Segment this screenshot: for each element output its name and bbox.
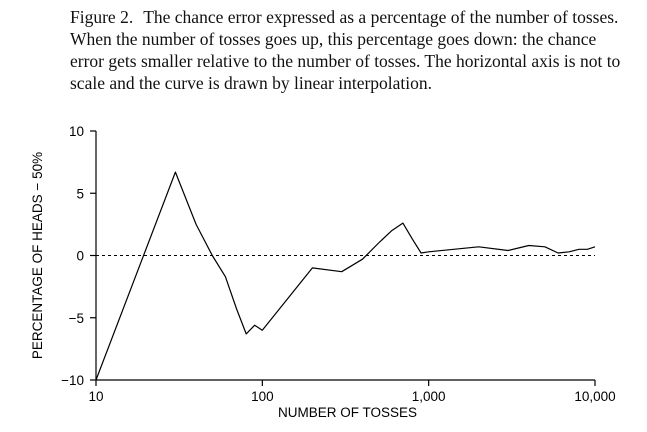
x-tick-label: 1,000 (412, 389, 446, 404)
y-tick-label: −10 (61, 373, 84, 388)
x-tick-label: 100 (251, 389, 274, 404)
axis-labels-group: NUMBER OF TOSSES PERCENTAGE OF HEADS − 50… (30, 152, 417, 420)
y-tick-label: −5 (69, 311, 84, 326)
figure-number: Figure 2. (70, 7, 134, 27)
x-tick-label: 10 (88, 389, 103, 404)
y-axis-title: PERCENTAGE OF HEADS − 50% (30, 152, 45, 359)
series-line (95, 171, 596, 381)
figure-caption: Figure 2. The chance error expressed as a… (70, 6, 630, 94)
y-tick-label: 5 (76, 186, 84, 201)
caption-text: The chance error expressed as a percenta… (70, 7, 621, 93)
x-tick-label: 10,000 (574, 389, 615, 404)
x-axis-title: NUMBER OF TOSSES (278, 405, 417, 420)
y-tick-label: 10 (69, 124, 84, 139)
series-group (95, 171, 596, 381)
y-tick-label: 0 (76, 249, 84, 264)
chart-axes: 10 5 0 −5 −10 10 100 1,000 10,000 (61, 124, 616, 404)
